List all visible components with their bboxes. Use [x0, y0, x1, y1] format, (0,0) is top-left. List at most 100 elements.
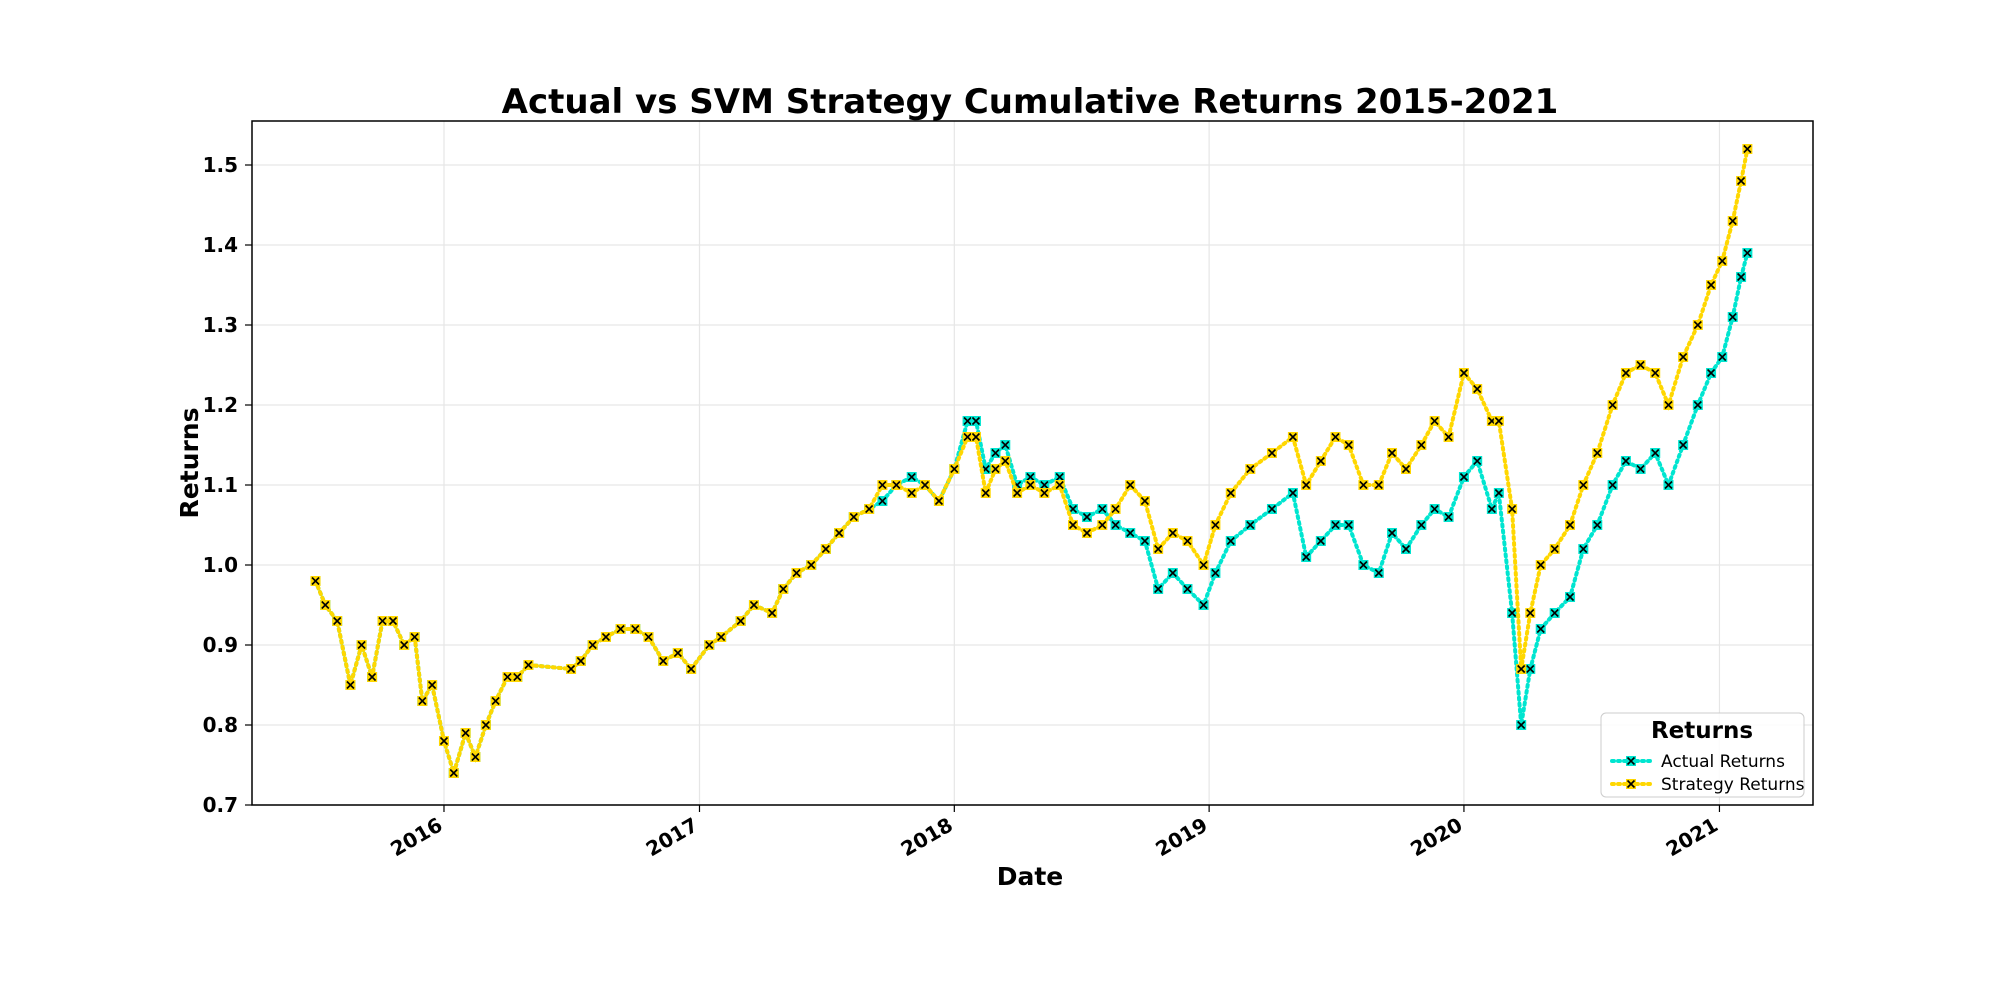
y-tick-label: 1.0 [203, 553, 238, 577]
data-point-marker [409, 632, 420, 642]
legend-box [1600, 712, 1805, 798]
data-point-marker [1742, 144, 1753, 154]
data-point-marker [1054, 480, 1065, 490]
data-point-marker [470, 752, 481, 762]
data-point-marker [1400, 544, 1411, 554]
data-point-marker [1266, 448, 1277, 458]
data-point-marker [1578, 480, 1589, 490]
data-point-marker [686, 664, 697, 674]
data-point-marker [716, 632, 727, 642]
x-axis-label: Date [997, 862, 1064, 891]
data-point-marker [1110, 504, 1121, 514]
data-point-marker [1153, 584, 1164, 594]
data-point-marker [1525, 608, 1536, 618]
data-point-marker [1549, 608, 1560, 618]
data-point-marker [864, 504, 875, 514]
data-point-marker [1125, 528, 1136, 538]
data-point-marker [1663, 400, 1674, 410]
data-point-marker [1493, 416, 1504, 426]
y-tick-label: 0.8 [203, 713, 238, 737]
data-point-marker [1472, 456, 1483, 466]
data-point-marker [1139, 496, 1150, 506]
data-point-marker [1549, 544, 1560, 554]
data-point-marker [1607, 480, 1618, 490]
data-point-marker [962, 432, 973, 442]
x-tick-label: 2020 [1406, 813, 1466, 862]
data-point-marker [399, 640, 410, 650]
data-point-marker [1400, 464, 1411, 474]
data-point-marker [877, 480, 888, 490]
data-point-marker [1301, 480, 1312, 490]
data-point-marker [1650, 368, 1661, 378]
data-point-marker [1678, 440, 1689, 450]
x-tick-label: 2016 [386, 813, 446, 862]
data-point-marker [1416, 440, 1427, 450]
data-point-marker [658, 656, 669, 666]
data-point-marker [806, 560, 817, 570]
data-point-marker [575, 656, 586, 666]
plot-frame [251, 120, 1814, 806]
data-point-marker [1039, 480, 1050, 490]
data-point-marker [460, 728, 471, 738]
data-point-marker [1565, 592, 1576, 602]
y-tick-label: 1.3 [203, 313, 238, 337]
legend: Returns Actual Returns Strategy Returns [1600, 712, 1805, 798]
y-tick-label: 1.2 [203, 393, 238, 417]
data-point-marker [970, 416, 981, 426]
data-point-marker [1429, 416, 1440, 426]
data-point-marker [1245, 464, 1256, 474]
data-point-marker [848, 512, 859, 522]
data-point-marker [1493, 488, 1504, 498]
series-1 [310, 144, 1753, 780]
data-point-marker [1000, 456, 1011, 466]
data-point-marker [906, 488, 917, 498]
legend-label: Actual Returns [1661, 752, 1785, 772]
data-point-marker [1507, 608, 1518, 618]
data-point-marker [1535, 560, 1546, 570]
data-point-marker [1736, 176, 1747, 186]
data-point-marker [1287, 488, 1298, 498]
data-point-marker [877, 496, 888, 506]
data-point-marker [672, 648, 683, 658]
x-tick-label: 2017 [642, 813, 702, 862]
data-point-marker [1486, 504, 1497, 514]
y-tick-label: 1.5 [203, 153, 238, 177]
series-line [313, 147, 1750, 780]
data-point-marker [1620, 368, 1631, 378]
data-point-marker [1706, 280, 1717, 290]
data-point-marker [332, 616, 343, 626]
data-point-marker [1067, 520, 1078, 530]
data-point-marker [1358, 480, 1369, 490]
data-point-marker [767, 608, 778, 618]
legend-entry: Actual Returns [1610, 752, 1785, 772]
data-point-marker [735, 616, 746, 626]
data-point-marker [1097, 504, 1108, 514]
chart-title: Actual vs SVM Strategy Cumulative Return… [502, 82, 1559, 122]
data-point-marker [1330, 520, 1341, 530]
data-point-marker [1210, 568, 1221, 578]
data-point-marker [1565, 520, 1576, 530]
series-line [313, 251, 1750, 780]
data-point-marker [643, 632, 654, 642]
data-point-marker [1245, 520, 1256, 530]
legend-entry: Strategy Returns [1610, 775, 1805, 795]
data-point-marker [512, 672, 523, 682]
data-point-marker [1225, 536, 1236, 546]
data-point-marker [1167, 528, 1178, 538]
data-point-marker [778, 584, 789, 594]
data-point-marker [630, 624, 641, 634]
data-point-marker [1153, 544, 1164, 554]
legend-label: Strategy Returns [1661, 775, 1805, 795]
data-point-marker [1620, 456, 1631, 466]
data-point-marker [1635, 360, 1646, 370]
data-point-marker [566, 664, 577, 674]
data-point-marker [1429, 504, 1440, 514]
data-point-marker [906, 472, 917, 482]
legend-entries: Actual Returns Strategy Returns [1610, 752, 1805, 795]
y-tick-label: 0.9 [203, 633, 238, 657]
data-point-marker [1301, 552, 1312, 562]
data-point-marker [1287, 432, 1298, 442]
data-point-marker [1692, 400, 1703, 410]
data-point-marker [356, 640, 367, 650]
